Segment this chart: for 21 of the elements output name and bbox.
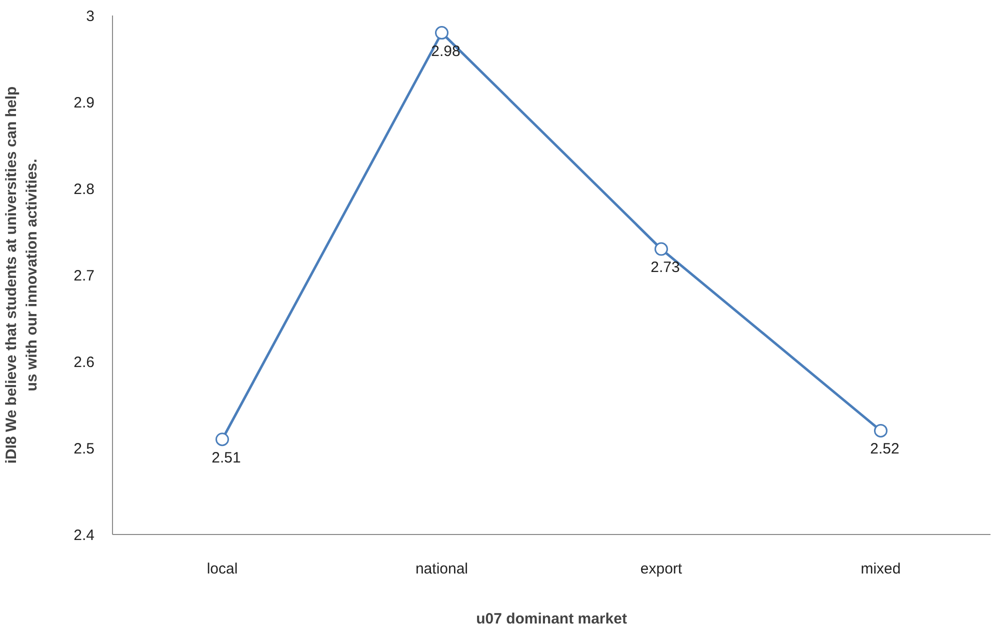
y-tick-label: 2.8 [74,181,95,198]
y-tick-label: 2.4 [74,527,95,544]
data-label: 2.73 [650,259,680,276]
x-tick-label: national [415,560,468,578]
y-tick-label: 2.9 [74,94,95,112]
point [435,26,448,40]
data-label: 2.98 [431,42,460,60]
y-axis-title: iDI8 We believe that students at universities can help us with our innovation activities. [3,86,41,464]
point [874,424,888,438]
data-label: 2.51 [212,449,241,466]
data-label: 2.52 [870,440,900,458]
point [654,242,668,256]
y-tick-label: 3 [86,8,94,25]
x-tick-label: mixed [860,560,901,578]
x-axis-title: u07 dominant market [476,610,627,628]
y-tick-label: 2.5 [74,440,95,458]
x-tick-label: export [640,560,683,578]
point [216,432,229,446]
x-tick-label: local [206,560,238,578]
y-tick-label: 2.6 [74,354,95,371]
y-tick-label: 2.7 [74,268,95,284]
